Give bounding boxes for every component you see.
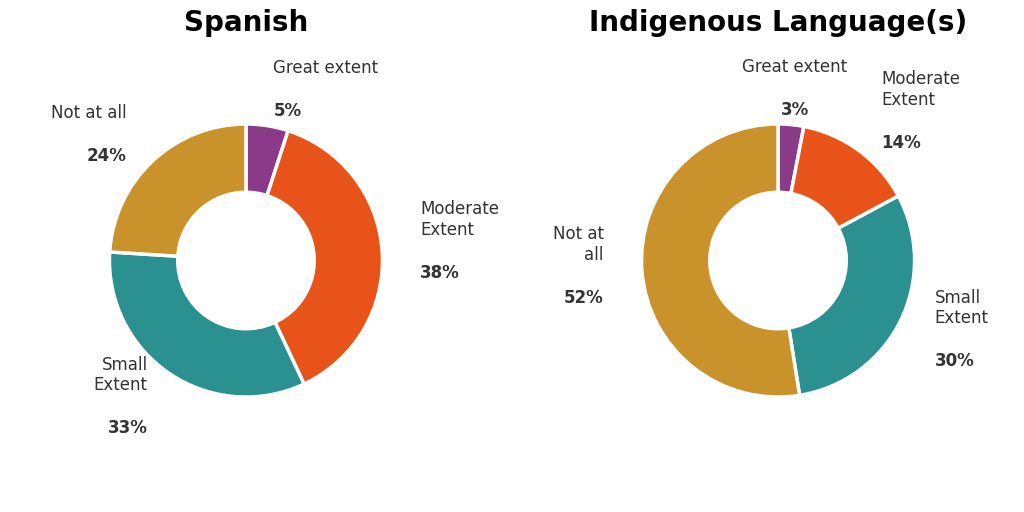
Wedge shape	[642, 124, 800, 397]
Text: 52%: 52%	[564, 289, 604, 307]
Wedge shape	[246, 124, 288, 196]
Wedge shape	[110, 252, 304, 397]
Title: Indigenous Language(s): Indigenous Language(s)	[589, 9, 968, 37]
Wedge shape	[110, 124, 246, 256]
Text: Moderate
Extent: Moderate Extent	[420, 200, 500, 239]
Wedge shape	[791, 126, 898, 228]
Text: Moderate
Extent: Moderate Extent	[882, 70, 961, 109]
Text: Small
Extent: Small Extent	[935, 289, 988, 328]
Text: 3%: 3%	[780, 101, 809, 119]
Text: 14%: 14%	[882, 134, 922, 152]
Text: 38%: 38%	[420, 264, 460, 282]
Text: 5%: 5%	[273, 102, 301, 120]
Text: Small
Extent: Small Extent	[94, 355, 147, 394]
Text: 30%: 30%	[935, 352, 975, 370]
Text: 24%: 24%	[86, 147, 126, 165]
Wedge shape	[778, 124, 804, 194]
Wedge shape	[267, 131, 382, 384]
Text: Great extent: Great extent	[273, 59, 379, 77]
Text: Not at all: Not at all	[51, 104, 126, 122]
Text: Great extent: Great extent	[742, 58, 847, 76]
Text: Not at
all: Not at all	[553, 225, 604, 264]
Title: Spanish: Spanish	[184, 9, 308, 37]
Wedge shape	[788, 196, 914, 395]
Text: 33%: 33%	[108, 419, 147, 437]
